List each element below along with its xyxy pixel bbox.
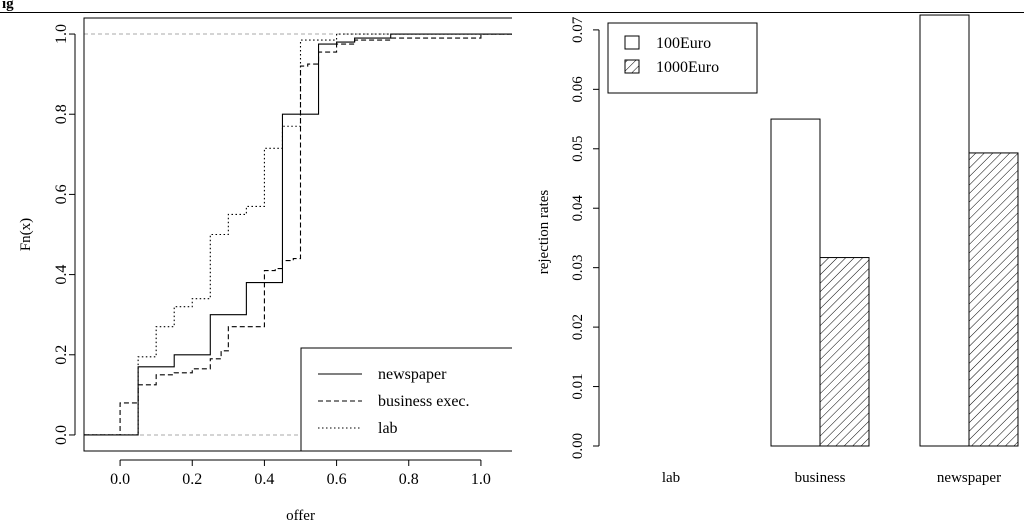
bar-business-100euro [770,118,821,447]
y-tick-label: 0.03 [570,255,586,281]
legend-label-business-exec: business exec. [378,393,470,410]
category-label-lab: lab [662,470,680,486]
y-tick-label: 0.01 [570,373,586,399]
x-tick-label: 0.0 [110,471,130,488]
bar-business-1000euro [819,257,870,447]
y-axis-title: Fn(x) [18,218,34,251]
bar-legend-box [607,22,758,94]
legend-label-lab: lab [378,420,398,437]
y-tick-label: 0.8 [53,104,70,124]
y-tick-label: 0.07 [570,16,586,43]
ecdf-chart: 0.0 0.2 0.4 0.6 0.8 1.0 offer 0.0 0.2 0.4 0.6 0.8 1.… [18,17,512,524]
bar-newspaper-1000euro [968,152,1019,447]
legend-label-1000euro: 1000Euro [656,59,719,76]
series-newspaper-line [84,33,512,436]
y-tick-label: 0.06 [570,76,586,103]
legend-swatch-1000euro [624,59,640,74]
x-axis-title: offer [286,508,315,524]
x-tick-label: 0.2 [182,471,202,488]
y-tick-label: 0.0 [53,425,70,445]
category-label-business: business [795,470,846,486]
x-tick-label: 1.0 [471,471,491,488]
category-label-newspaper: newspaper [937,470,1001,486]
figure-caption: ig [2,0,14,12]
rejection-bar-chart: 0.00 0.01 0.02 0.03 0.04 0.05 0.06 0.07 rejectio… [536,14,1019,486]
legend-label-newspaper: newspaper [378,366,447,383]
series-business-exec-line [84,33,512,436]
legend-swatch-100euro [624,35,640,50]
y-tick-label: 0.6 [53,184,70,204]
x-tick-label: 0.6 [327,471,347,488]
bar-newspaper-100euro [919,14,970,447]
y-axis-title: rejection rates [536,190,552,275]
y-tick-label: 0.02 [570,314,586,340]
y-tick-label: 0.05 [570,136,586,162]
legend-label-100euro: 100Euro [656,35,711,52]
ecdf-legend-box [300,347,512,452]
x-tick-label: 0.8 [399,471,419,488]
x-tick-label: 0.4 [254,471,274,488]
y-tick-label: 1.0 [53,24,70,44]
y-tick-label: 0.04 [570,195,586,222]
y-tick-label: 0.4 [53,265,70,285]
y-tick-label: 0.2 [53,345,70,365]
caption-rule [0,12,1024,13]
y-tick-label: 0.00 [570,433,586,459]
